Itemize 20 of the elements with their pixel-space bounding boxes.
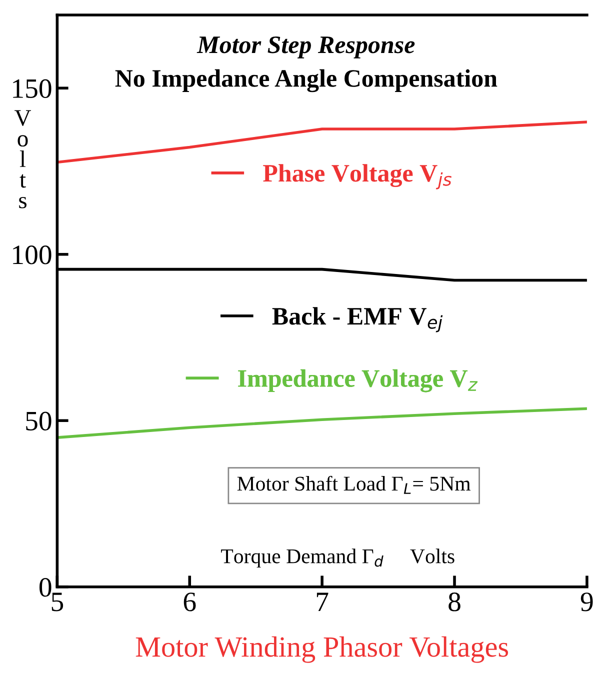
line-series [57, 407, 587, 439]
x-axis-title: Motor Winding Phasor Voltages [136, 636, 508, 663]
text: Torque Demand Γ$_{d}$ Volts [221, 548, 454, 568]
annotation: Motor Shaft Load Γ$_{L}$= 5Nm [237, 476, 470, 494]
legend-label: Phase Voltage V$_{js}$ [263, 164, 452, 190]
y-tick-label: 100 [13, 246, 52, 264]
y-axis-title: Volts [14, 110, 32, 208]
text: No Impedance Angle Compensation [115, 69, 498, 92]
x-tick-label: 9 [580, 592, 593, 612]
x-tick-label: 5 [52, 592, 64, 612]
x-tick-label: 8 [448, 592, 460, 612]
x-tick-label: 6 [184, 592, 196, 612]
legend-label: Back - EMF V$_{ej}$ [272, 307, 443, 332]
y-tick-label: 50 [26, 412, 52, 431]
text: Motor Step Response [196, 36, 415, 58]
y-tick-label: 0 [40, 578, 52, 597]
legend-label: Impedance Voltage V$_{z}$ [238, 369, 478, 392]
y-tick-label: 150 [13, 79, 52, 98]
line-series [57, 120, 587, 164]
x-tick-label: 7 [316, 592, 328, 611]
